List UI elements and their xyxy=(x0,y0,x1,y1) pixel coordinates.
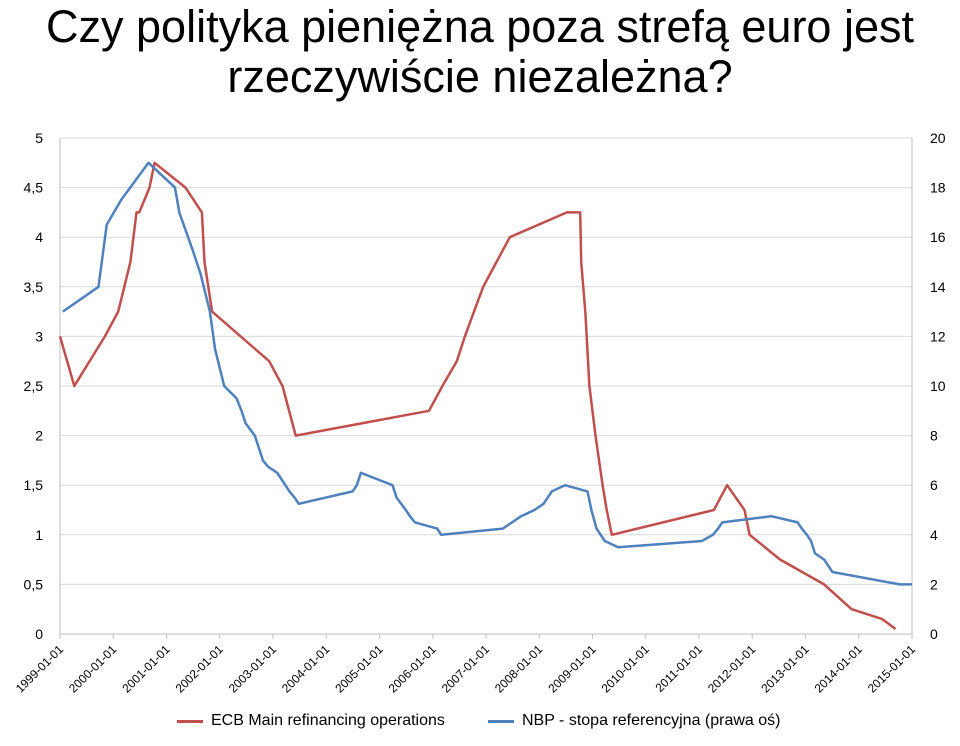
legend: ECB Main refinancing operations NBP - st… xyxy=(0,708,960,734)
legend-item-nbp: NBP - stopa referencyjna (prawa oś) xyxy=(488,708,780,734)
x-axis-tick-label: 2013-01-01 xyxy=(758,642,812,696)
left-axis-tick-label: 0,5 xyxy=(24,576,44,592)
series-line-ecb xyxy=(58,161,897,630)
x-axis-tick-label: 2007-01-01 xyxy=(439,642,493,696)
left-axis-tick-label: 3 xyxy=(35,328,43,344)
legend-swatch-nbp xyxy=(488,719,514,723)
right-axis-tick-label: 20 xyxy=(930,130,946,146)
right-axis-tick-label: 10 xyxy=(930,378,946,394)
x-axis-tick-label: 2015-01-01 xyxy=(865,642,919,696)
chart-title: Czy polityka pieniężna poza strefą euro … xyxy=(0,2,960,102)
axes xyxy=(59,138,913,639)
x-axis-tick-label: 2009-01-01 xyxy=(545,642,599,696)
x-axis-tick-label: 2010-01-01 xyxy=(599,642,653,696)
right-axis-tick-label: 16 xyxy=(930,229,946,245)
x-axis-tick-label: 2003-01-01 xyxy=(226,642,280,696)
x-axis-tick-labels: 1999-01-01 2000-01-01 2001-01-01 2002-01-01… xyxy=(13,642,919,696)
x-axis-tick-label: 2011-01-01 xyxy=(652,642,705,695)
right-axis-tick-label: 14 xyxy=(930,279,946,295)
left-axis-tick-label: 5 xyxy=(35,130,43,146)
right-axis-tick-labels: 0 2 4 6 8 10 12 14 16 18 20 xyxy=(930,130,946,642)
legend-label-ecb: ECB Main refinancing operations xyxy=(211,712,445,729)
left-axis-tick-label: 1 xyxy=(35,527,43,543)
right-axis-tick-label: 4 xyxy=(930,527,938,543)
right-axis-tick-label: 18 xyxy=(930,180,946,196)
left-axis-tick-label: 4 xyxy=(35,229,43,245)
right-axis-tick-label: 0 xyxy=(930,626,938,642)
x-axis-tick-label: 2001-01-01 xyxy=(119,642,173,696)
left-axis-tick-label: 4,5 xyxy=(24,180,44,196)
x-axis-tick-label: 2005-01-01 xyxy=(332,642,386,696)
gridlines xyxy=(60,137,912,585)
left-axis-tick-label: 1,5 xyxy=(24,477,44,493)
left-axis-tick-label: 0 xyxy=(35,626,43,642)
legend-item-ecb: ECB Main refinancing operations xyxy=(177,708,445,734)
x-axis-tick-label: 2014-01-01 xyxy=(812,642,866,696)
x-axis-tick-label: 2000-01-01 xyxy=(66,642,120,696)
x-axis-tick-label: 1999-01-01 xyxy=(13,642,67,696)
chart-title-line-1: Czy polityka pieniężna poza strefą euro … xyxy=(46,1,914,52)
left-axis-tick-label: 2,5 xyxy=(24,378,44,394)
legend-swatch-ecb xyxy=(177,719,203,723)
legend-label-nbp: NBP - stopa referencyjna (prawa oś) xyxy=(522,712,781,729)
chart-title-line-2: rzeczywiście niezależna? xyxy=(227,51,733,102)
x-axis-tick-label: 2008-01-01 xyxy=(492,642,546,696)
left-axis-tick-label: 3,5 xyxy=(24,279,44,295)
x-axis-tick-label: 2012-01-01 xyxy=(705,642,759,696)
x-axis-tick-label: 2004-01-01 xyxy=(279,642,333,696)
x-axis-tick-label: 2006-01-01 xyxy=(386,642,440,696)
series-lines xyxy=(58,161,912,630)
right-axis-tick-label: 6 xyxy=(930,477,938,493)
series-line-nbp xyxy=(62,161,912,586)
right-axis-tick-label: 8 xyxy=(930,428,938,444)
right-axis-tick-label: 2 xyxy=(930,576,938,592)
left-axis-tick-label: 2 xyxy=(35,428,43,444)
right-axis-tick-label: 12 xyxy=(930,328,946,344)
left-axis-tick-labels: 0 0,5 1 1,5 2 2,5 3 3,5 4 4,5 5 xyxy=(24,130,44,642)
x-axis-tick-label: 2002-01-01 xyxy=(173,642,227,696)
